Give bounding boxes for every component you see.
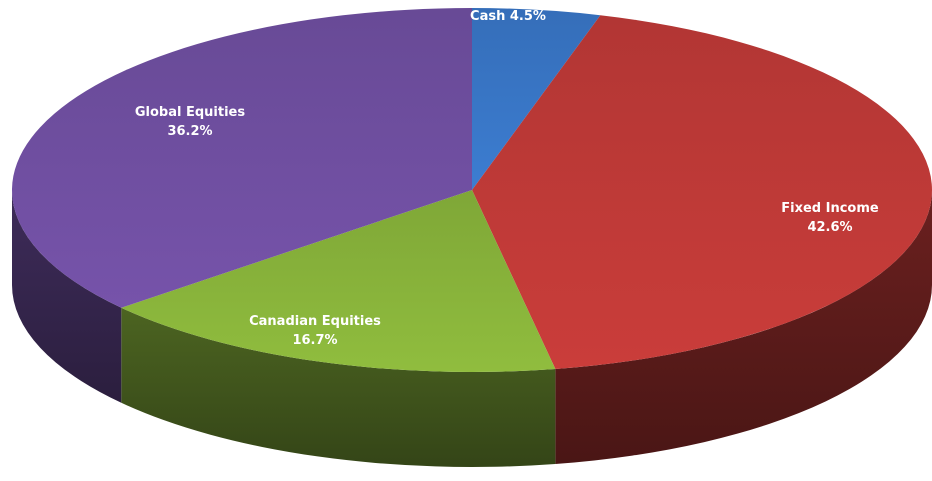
slice-label-fixed-income: Fixed Income 42.6% [781, 201, 879, 235]
slice-label-canadian-equities-line2: 16.7% [292, 333, 337, 348]
pie-labels-layer: Cash 4.5% Fixed Income 42.6% Canadian Equit… [135, 9, 879, 348]
pie-top-layer [12, 8, 932, 372]
slice-label-global-equities-line1: Global Equities [135, 105, 246, 120]
slice-label-canadian-equities: Canadian Equities 16.7% [249, 314, 381, 348]
slice-label-fixed-income-line1: Fixed Income [781, 201, 879, 216]
pie-slice-global-equities[interactable] [12, 8, 473, 308]
pie-slice-canadian-equities[interactable] [121, 190, 556, 372]
pie-side-fixed-income [555, 190, 932, 464]
pie-side-canadian-equities [121, 307, 556, 467]
pie-sides-layer [12, 190, 932, 467]
pie-slice-fixed-income[interactable] [472, 15, 932, 369]
slice-label-global-equities-line2: 36.2% [167, 124, 212, 139]
slice-label-canadian-equities-line1: Canadian Equities [249, 314, 381, 329]
slice-label-fixed-income-line2: 42.6% [807, 220, 852, 235]
slice-label-cash-line1: Cash 4.5% [470, 9, 546, 24]
pie-side-global-equities [12, 190, 122, 403]
slice-label-global-equities: Global Equities 36.2% [135, 105, 246, 139]
pie-slice-cash[interactable] [472, 8, 601, 190]
slice-label-cash: Cash 4.5% [470, 9, 546, 24]
